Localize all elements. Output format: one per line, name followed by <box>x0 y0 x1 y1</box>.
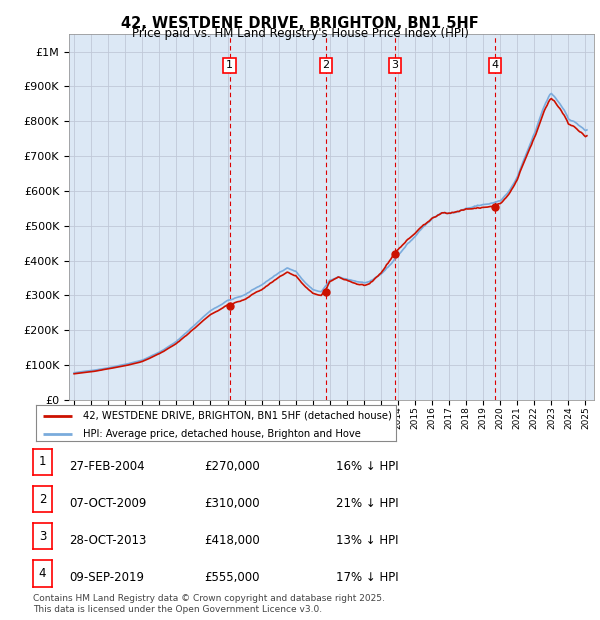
Text: 13% ↓ HPI: 13% ↓ HPI <box>336 534 398 547</box>
Text: £310,000: £310,000 <box>204 497 260 510</box>
Text: 1: 1 <box>39 456 46 468</box>
Text: 16% ↓ HPI: 16% ↓ HPI <box>336 460 398 473</box>
Text: 09-SEP-2019: 09-SEP-2019 <box>69 572 144 585</box>
Text: £270,000: £270,000 <box>204 460 260 473</box>
Text: 42, WESTDENE DRIVE, BRIGHTON, BN1 5HF (detached house): 42, WESTDENE DRIVE, BRIGHTON, BN1 5HF (d… <box>83 410 392 420</box>
Text: Price paid vs. HM Land Registry's House Price Index (HPI): Price paid vs. HM Land Registry's House … <box>131 27 469 40</box>
Text: 27-FEB-2004: 27-FEB-2004 <box>69 460 145 473</box>
Text: 21% ↓ HPI: 21% ↓ HPI <box>336 497 398 510</box>
Text: 07-OCT-2009: 07-OCT-2009 <box>69 497 146 510</box>
Text: £555,000: £555,000 <box>204 572 260 585</box>
Text: Contains HM Land Registry data © Crown copyright and database right 2025.
This d: Contains HM Land Registry data © Crown c… <box>33 595 385 614</box>
Text: HPI: Average price, detached house, Brighton and Hove: HPI: Average price, detached house, Brig… <box>83 428 361 438</box>
Text: 3: 3 <box>39 530 46 542</box>
Text: 17% ↓ HPI: 17% ↓ HPI <box>336 572 398 585</box>
Text: 4: 4 <box>491 61 499 71</box>
Text: 2: 2 <box>39 493 46 505</box>
Text: 1: 1 <box>226 61 233 71</box>
Text: £418,000: £418,000 <box>204 534 260 547</box>
Text: 3: 3 <box>391 61 398 71</box>
Text: 2: 2 <box>322 61 329 71</box>
Text: 42, WESTDENE DRIVE, BRIGHTON, BN1 5HF: 42, WESTDENE DRIVE, BRIGHTON, BN1 5HF <box>121 16 479 30</box>
Text: 28-OCT-2013: 28-OCT-2013 <box>69 534 146 547</box>
Text: 4: 4 <box>39 567 46 580</box>
